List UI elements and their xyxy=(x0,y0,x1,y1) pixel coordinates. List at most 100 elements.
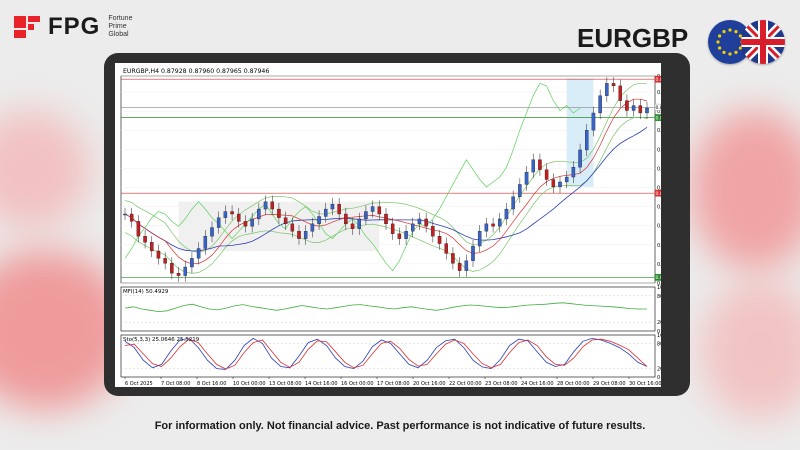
time-tick-label: 14 Oct 16:00 xyxy=(305,381,338,387)
candle-body xyxy=(350,223,355,229)
candle-body xyxy=(431,226,435,237)
time-tick-label: 13 Oct 08:00 xyxy=(269,381,302,387)
stochastic-scale-label: 80 xyxy=(657,341,661,347)
candle-body xyxy=(317,216,321,225)
candle-body xyxy=(277,208,281,218)
candle-body xyxy=(404,231,408,239)
candle-body xyxy=(263,201,268,210)
stochastic-panel: Sto(5,3,3) 25.0646 25.5219 100 80 20 0 xyxy=(120,333,667,381)
uk-flag-icon xyxy=(741,20,785,64)
candle-body xyxy=(578,149,582,168)
candle-body xyxy=(498,218,502,227)
stochastic-scale-label: 0 xyxy=(657,375,660,381)
candle-body xyxy=(564,176,569,183)
time-tick-label: 10 Oct 00:00 xyxy=(233,381,266,387)
chart-screen: 0.882000.880700.879150.877600.876050.874… xyxy=(115,63,678,387)
candle-body xyxy=(538,159,542,170)
stochastic-panel-frame xyxy=(120,334,656,378)
candle-body xyxy=(357,218,361,229)
time-tick-label: 17 Oct 08:00 xyxy=(377,381,410,387)
candle-body xyxy=(518,184,522,197)
fpg-logo-mark-icon xyxy=(14,16,40,38)
mfi-scale-label: 20 xyxy=(657,320,661,326)
price-panel: 0.882000.880700.879150.877600.876050.874… xyxy=(120,74,678,287)
trading-chart: 0.882000.880700.879150.877600.876050.874… xyxy=(115,63,678,387)
candle-body xyxy=(638,105,643,114)
price-scale-label: 0.86830 xyxy=(657,243,661,249)
candle-body xyxy=(156,250,161,259)
candle-body xyxy=(310,223,315,232)
candle-body xyxy=(129,213,134,222)
candle-body xyxy=(377,206,382,215)
candle-body xyxy=(511,196,515,210)
candle-body xyxy=(437,236,442,244)
candle-body xyxy=(531,159,535,173)
candle-body xyxy=(370,206,375,212)
candle-body xyxy=(477,231,482,247)
time-tick-label: 22 Oct 00:00 xyxy=(449,381,482,387)
time-tick-label: 8 Oct 16:00 xyxy=(197,381,226,387)
stochastic-line-d xyxy=(124,338,648,370)
candle-body xyxy=(491,223,495,227)
candle-body xyxy=(585,130,589,151)
candle-body xyxy=(283,217,288,225)
candle-body xyxy=(203,236,208,249)
level-label-bottom-green: 0.86566 xyxy=(656,275,662,281)
price-scale-label: 0.87450 xyxy=(657,166,661,172)
time-tick-label: 29 Oct 08:00 xyxy=(593,381,626,387)
candle-body xyxy=(257,208,261,220)
candle-body xyxy=(384,213,388,225)
candle-body xyxy=(196,248,201,259)
candle-body xyxy=(243,221,248,227)
candle-body xyxy=(123,213,127,216)
candle-body xyxy=(324,208,328,217)
candle-body xyxy=(544,169,549,180)
time-tick-label: 6 Oct 2025 xyxy=(125,381,153,387)
candle-body xyxy=(190,258,194,268)
candle-body xyxy=(170,263,174,274)
symbol-header: EURGBP,H4 0.87928 0.87960 0.87965 0.8794… xyxy=(123,68,269,75)
candle-body xyxy=(223,211,228,218)
candle-body xyxy=(417,218,422,225)
candle-body xyxy=(558,181,562,188)
candle-body xyxy=(504,208,509,220)
candle-body xyxy=(303,231,308,239)
brand-subtitle-line: Fortune xyxy=(108,15,133,22)
candle-body xyxy=(210,227,214,237)
candle-body xyxy=(230,211,234,215)
level-label-top-red: 0.88174 xyxy=(656,77,662,83)
candle-body xyxy=(250,218,254,227)
brand-subtitle-line: Prime xyxy=(108,23,127,30)
time-tick-label: 16 Oct 00:00 xyxy=(341,381,374,387)
upper-band-line xyxy=(124,82,648,253)
stochastic-label: Sto(5,3,3) 25.0646 25.5219 xyxy=(123,337,200,343)
candle-body xyxy=(471,245,475,261)
candle-body xyxy=(330,203,335,210)
candle-body xyxy=(444,243,448,254)
time-tick-label: 24 Oct 16:00 xyxy=(521,381,554,387)
candle-body xyxy=(524,171,529,185)
candle-body xyxy=(390,223,395,234)
candle-body xyxy=(591,112,596,131)
time-axis: 6 Oct 2025 7 Oct 08:00 8 Oct 16:00 10 Oct 0… xyxy=(124,377,662,387)
mfi-scale-label: 100 xyxy=(657,285,661,291)
candle-body xyxy=(598,95,602,114)
candle-body xyxy=(237,213,241,222)
candle-body xyxy=(397,233,402,239)
level-label-green-level: 0.87862 xyxy=(656,115,662,121)
price-scale-label: 0.86675 xyxy=(657,262,661,268)
candle-body xyxy=(150,242,154,252)
mfi-line xyxy=(124,302,647,313)
candle-body xyxy=(364,211,368,220)
price-scale-label: 0.86985 xyxy=(657,224,661,230)
mfi-label: MFI(14) 50.4929 xyxy=(123,289,169,295)
time-tick-label: 30 Oct 16:00 xyxy=(629,381,661,387)
pair-title: EURGBP xyxy=(577,23,689,53)
candle-body xyxy=(297,231,301,239)
disclaimer: For information only. Not financial advi… xyxy=(154,420,646,432)
candle-body xyxy=(631,105,636,111)
brand-logo: FPG Fortune Prime Global xyxy=(12,12,132,42)
stochastic-line-k xyxy=(124,337,648,370)
price-scale-label: 0.88070 xyxy=(657,90,661,96)
time-tick-label: 28 Oct 00:00 xyxy=(557,381,590,387)
